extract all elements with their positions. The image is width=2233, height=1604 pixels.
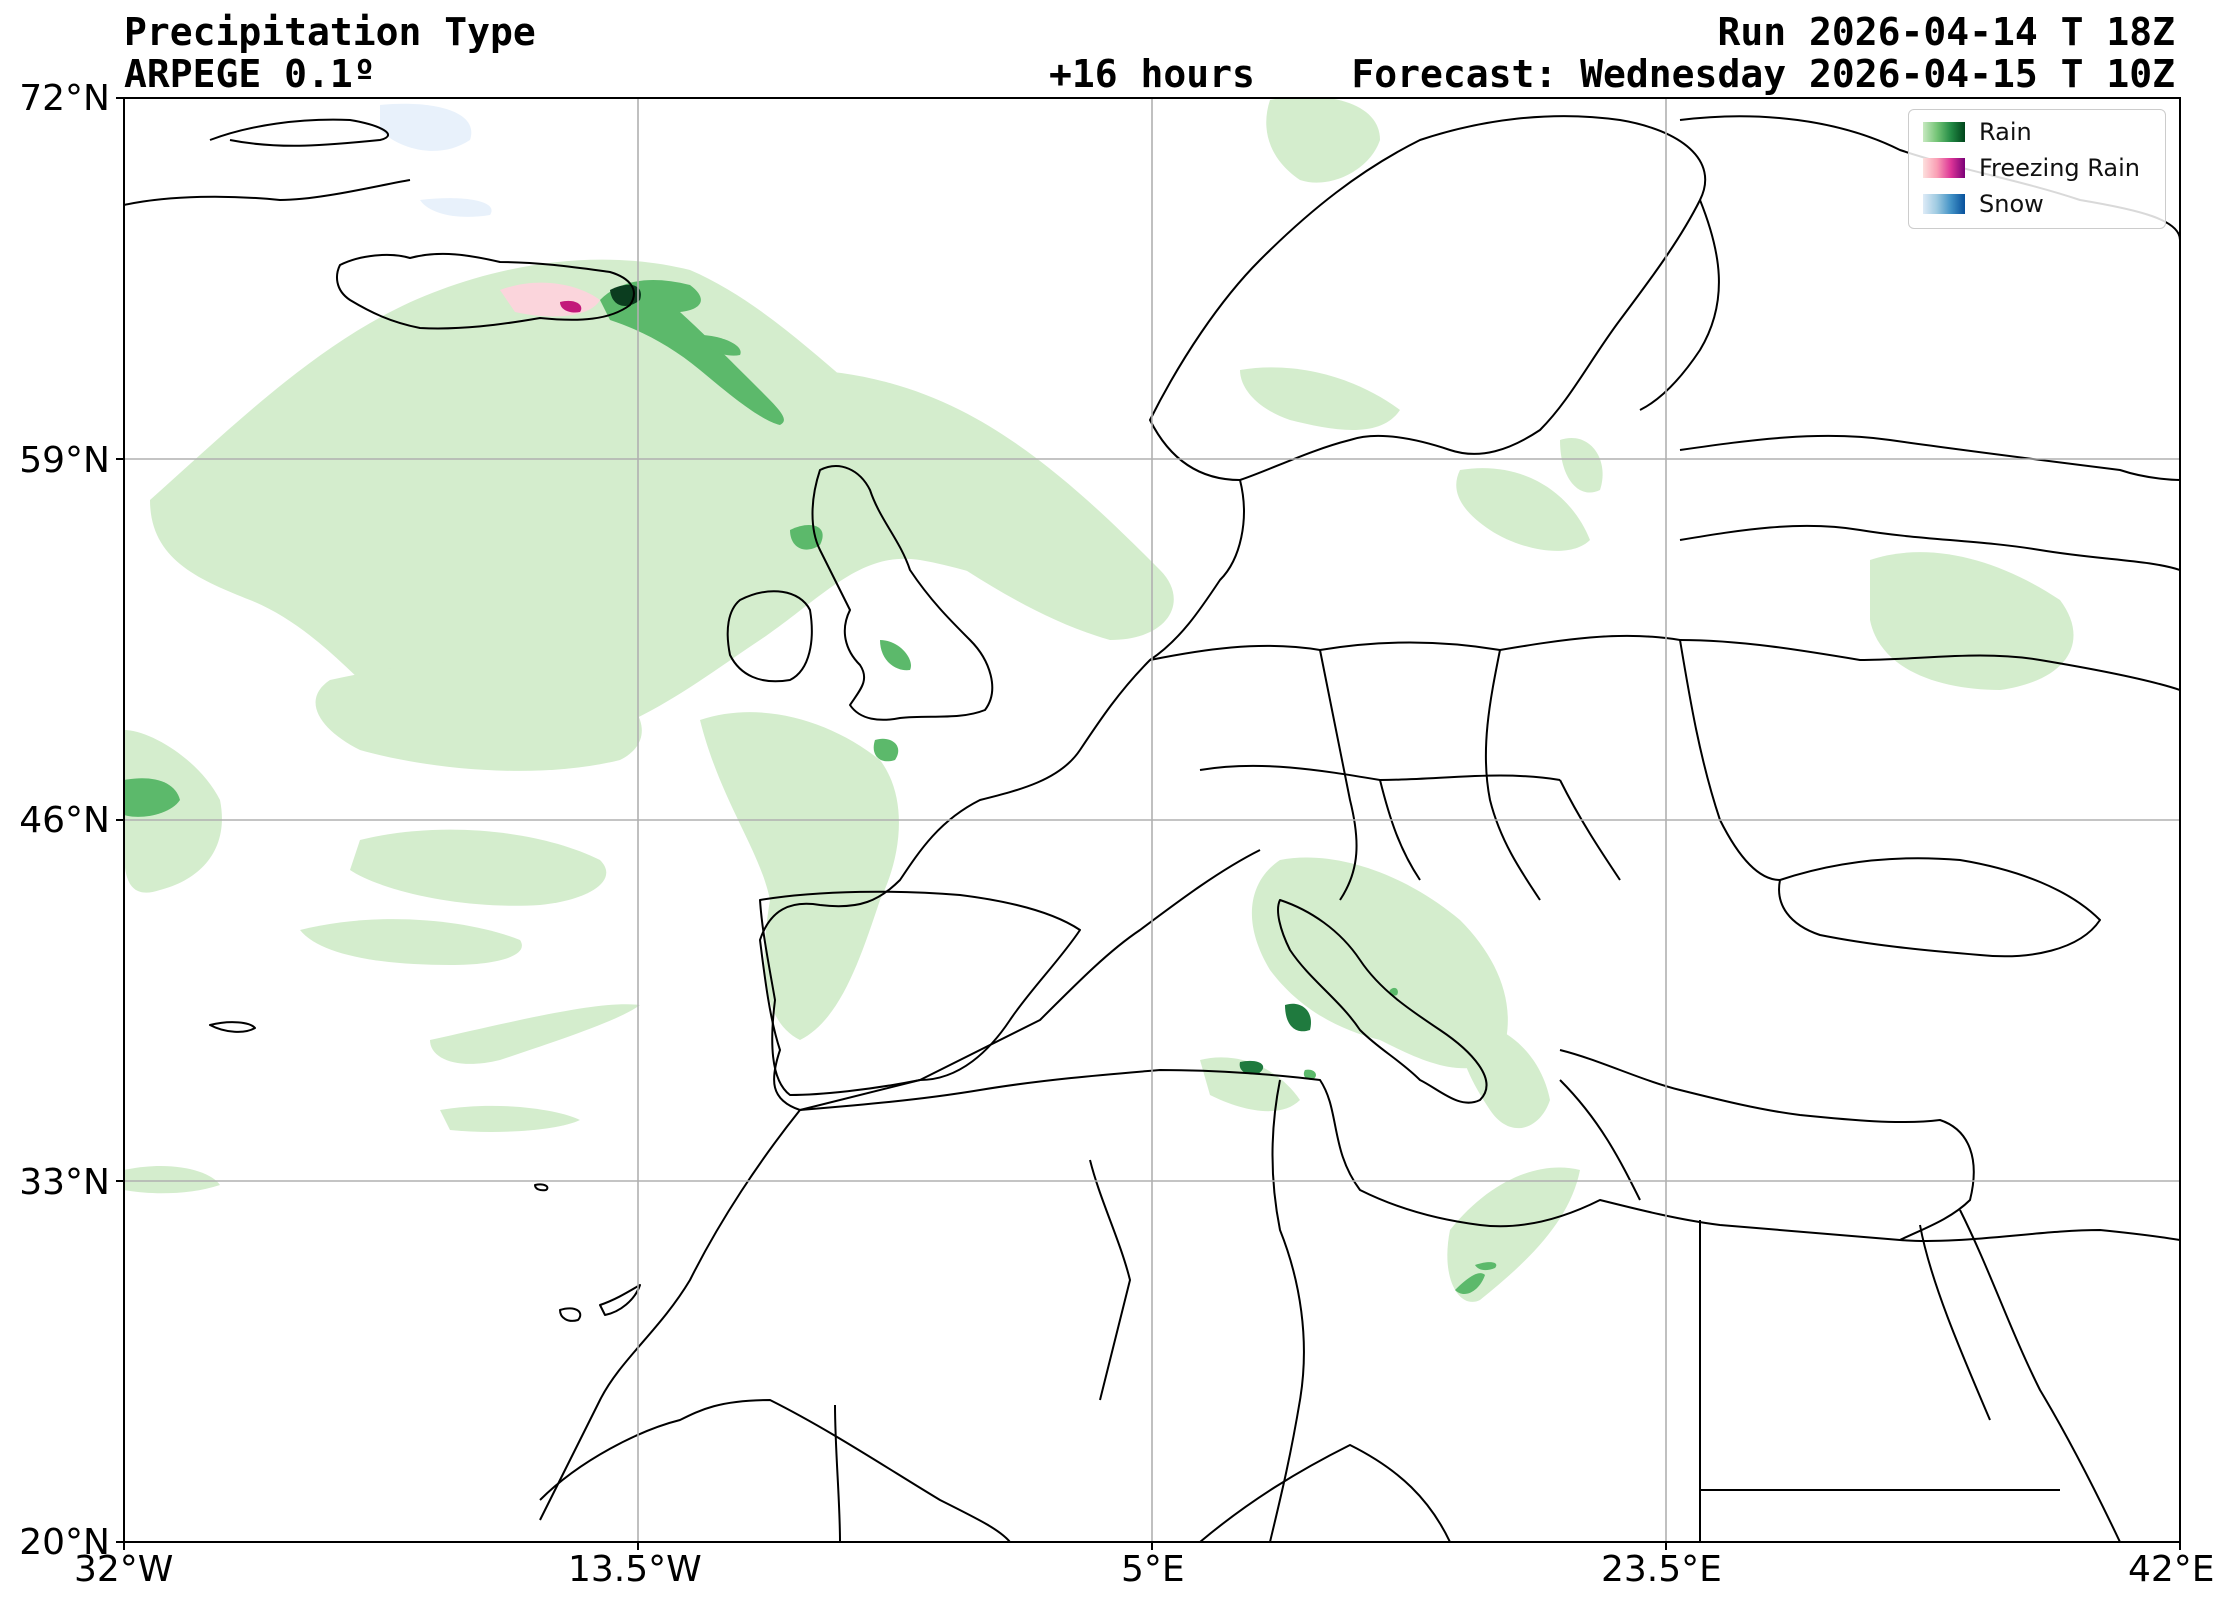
legend-item-freezing-rain: Freezing Rain — [1923, 154, 2141, 182]
legend-swatch-rain — [1923, 122, 1965, 142]
legend-swatch-freezing-rain — [1923, 158, 1965, 178]
map-legend: Rain Freezing Rain Snow — [1908, 109, 2166, 229]
map-gridlines — [124, 98, 2180, 1542]
lat-label-72: 72°N — [19, 78, 110, 119]
legend-label-snow: Snow — [1979, 190, 2044, 218]
lat-label-59: 59°N — [19, 440, 110, 481]
legend-item-snow: Snow — [1923, 190, 2044, 218]
legend-swatch-snow — [1923, 194, 1965, 214]
freezing-rain-areas — [500, 282, 600, 317]
lat-label-46: 46°N — [19, 800, 110, 841]
lon-label-42e: 42°E — [2128, 1549, 2215, 1590]
snow-areas — [380, 103, 492, 217]
legend-item-rain: Rain — [1923, 118, 2032, 146]
lon-label-23e: 23.5°E — [1601, 1549, 1722, 1590]
run-time: Run 2026-04-14 T 18Z — [1717, 10, 2175, 54]
lon-label-5e: 5°E — [1121, 1549, 1185, 1590]
legend-label-freezing-rain: Freezing Rain — [1979, 154, 2141, 182]
forecast-time: Forecast: Wednesday 2026-04-15 T 10Z — [1351, 52, 2175, 96]
lat-label-20: 20°N — [19, 1522, 110, 1563]
map-title: Precipitation Type — [124, 10, 536, 54]
lead-time: +16 hours — [1049, 52, 1255, 96]
lon-label-32w: 32°W — [74, 1549, 174, 1590]
rain-light-areas — [124, 98, 2074, 1302]
lat-label-33: 33°N — [19, 1162, 110, 1203]
axis-ticks — [116, 97, 2181, 1550]
lon-label-13w: 13.5°W — [568, 1549, 702, 1590]
legend-label-rain: Rain — [1979, 118, 2032, 146]
model-name: ARPEGE 0.1º — [124, 52, 376, 96]
